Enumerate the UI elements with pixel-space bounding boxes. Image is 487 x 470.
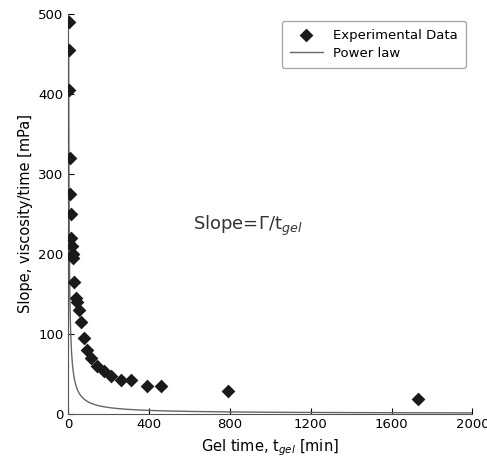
Experimental Data bbox=[117, 376, 125, 384]
Experimental Data bbox=[66, 154, 74, 162]
Experimental Data bbox=[65, 47, 73, 54]
Power law bbox=[138, 407, 144, 413]
Line: Power law: Power law bbox=[69, 56, 472, 413]
Experimental Data bbox=[127, 376, 135, 384]
Legend: Experimental Data, Power law: Experimental Data, Power law bbox=[281, 21, 466, 68]
Experimental Data bbox=[94, 362, 101, 369]
Experimental Data bbox=[65, 86, 73, 94]
Experimental Data bbox=[68, 242, 76, 250]
Y-axis label: Slope, viscosity/time [mPa]: Slope, viscosity/time [mPa] bbox=[18, 114, 33, 313]
Experimental Data bbox=[65, 18, 73, 26]
Experimental Data bbox=[74, 298, 81, 306]
Power law bbox=[253, 409, 259, 415]
Power law bbox=[66, 53, 72, 59]
Experimental Data bbox=[100, 368, 108, 375]
Experimental Data bbox=[68, 234, 75, 242]
Text: Slope=Γ/t$_{gel}$: Slope=Γ/t$_{gel}$ bbox=[193, 214, 303, 238]
Experimental Data bbox=[66, 190, 74, 197]
Experimental Data bbox=[80, 334, 88, 341]
Experimental Data bbox=[224, 387, 232, 395]
Experimental Data bbox=[69, 254, 77, 261]
Experimental Data bbox=[75, 306, 83, 313]
Experimental Data bbox=[157, 382, 165, 389]
Experimental Data bbox=[414, 395, 422, 403]
Experimental Data bbox=[83, 346, 91, 353]
Experimental Data bbox=[77, 318, 85, 325]
Power law bbox=[469, 410, 475, 415]
Experimental Data bbox=[69, 250, 76, 258]
Experimental Data bbox=[88, 354, 95, 361]
Power law bbox=[310, 410, 316, 415]
Power law bbox=[221, 409, 226, 415]
Experimental Data bbox=[107, 372, 114, 380]
Power law bbox=[257, 409, 262, 415]
Experimental Data bbox=[72, 294, 80, 302]
Experimental Data bbox=[70, 278, 78, 285]
Experimental Data bbox=[67, 210, 75, 218]
X-axis label: Gel time, t$_{gel}$ [min]: Gel time, t$_{gel}$ [min] bbox=[202, 437, 339, 458]
Experimental Data bbox=[143, 382, 151, 389]
Power law bbox=[469, 410, 475, 415]
